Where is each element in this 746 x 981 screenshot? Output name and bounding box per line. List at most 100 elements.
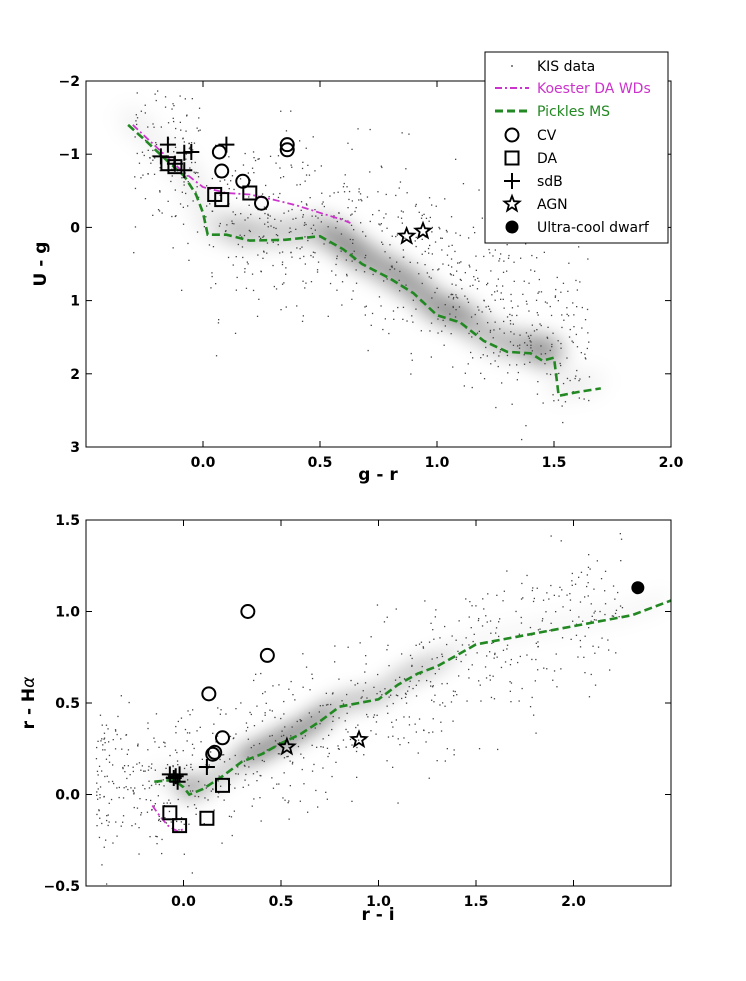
kis-data-point (392, 310, 395, 312)
kis-data-point (523, 354, 525, 356)
kis-data-point (560, 364, 562, 367)
kis-data-point (431, 658, 433, 660)
kis-data-point (536, 312, 538, 314)
kis-data-point (384, 318, 386, 320)
kis-data-point (371, 312, 374, 315)
kis-data-point (277, 753, 280, 755)
kis-data-point (151, 763, 153, 765)
kis-data-point (332, 715, 334, 718)
kis-data-point (162, 779, 164, 781)
kis-data-point (185, 130, 187, 132)
kis-data-point (460, 660, 462, 663)
kis-data-point (212, 788, 214, 791)
kis-data-point (195, 171, 197, 174)
kis-data-point (260, 271, 262, 273)
kis-data-point (105, 724, 108, 726)
kis-data-point (285, 273, 287, 275)
kis-data-point (395, 235, 397, 238)
kis-data-point (546, 302, 548, 304)
kis-data-point (266, 749, 268, 751)
kis-data-point (421, 665, 423, 668)
kis-data-point (490, 270, 492, 272)
kis-data-point (409, 654, 412, 657)
kis-data-point (133, 793, 135, 795)
kis-data-point (498, 635, 500, 638)
y-tick-label: 3 (70, 440, 80, 456)
kis-data-point (399, 181, 402, 183)
kis-data-point (607, 639, 609, 641)
kis-data-point (482, 598, 484, 600)
kis-data-point (549, 373, 552, 376)
kis-data-point (303, 757, 305, 759)
pickles-ms-line (127, 123, 602, 398)
kis-data-point (476, 323, 478, 325)
kis-data-point (302, 214, 304, 216)
kis-data-point (304, 735, 306, 737)
kis-data-point (252, 758, 255, 761)
kis-data-point (292, 738, 294, 740)
kis-data-point (283, 212, 285, 214)
kis-data-point (271, 777, 273, 779)
kis-data-point (244, 268, 246, 270)
kis-data-point (211, 275, 213, 278)
kis-data-point (120, 825, 122, 827)
kis-data-point (369, 128, 371, 131)
kis-data-point (155, 783, 157, 785)
kis-data-point (562, 606, 564, 608)
kis-data-point (252, 289, 255, 292)
kis-data-point (530, 269, 532, 271)
kis-data-point (392, 766, 394, 768)
kis-data-point (529, 706, 532, 708)
kis-data-point (415, 644, 417, 646)
kis-data-point (174, 749, 177, 751)
kis-data-point (441, 653, 443, 655)
kis-data-point (495, 627, 498, 629)
kis-data-point (216, 735, 219, 737)
kis-data-point (588, 554, 590, 556)
kis-data-point (503, 260, 505, 262)
kis-data-point (153, 126, 155, 128)
kis-data-point (124, 771, 126, 773)
kis-data-point (407, 742, 410, 744)
cv-marker-1 (214, 163, 230, 179)
kis-data-point (492, 675, 494, 677)
kis-data-point (152, 123, 154, 125)
kis-data-point (560, 668, 562, 670)
kis-data-point (406, 192, 408, 194)
kis-data-point (173, 151, 175, 153)
kis-data-point (280, 220, 282, 222)
kis-data-point (196, 186, 198, 188)
kis-data-point (455, 309, 457, 311)
kis-data-point (528, 337, 530, 339)
kis-data-point (193, 747, 195, 750)
kis-data-point (185, 158, 187, 160)
kis-data-point (381, 241, 383, 243)
kis-data-point (579, 281, 581, 283)
kis-data-point (208, 244, 211, 246)
kis-data-point (513, 261, 515, 263)
kis-data-point (137, 745, 139, 747)
kis-data-point (239, 234, 241, 236)
kis-data-point (494, 360, 496, 362)
legend-label-da: DA (537, 151, 558, 167)
kis-data-point (521, 687, 523, 690)
kis-data-point (338, 678, 340, 680)
kis-data-point (555, 653, 557, 655)
kis-data-point (271, 710, 273, 712)
kis-data-point (230, 816, 233, 818)
kis-data-point (175, 127, 177, 130)
kis-data-point (500, 292, 502, 294)
kis-data-point (201, 758, 203, 760)
kis-data-point (348, 198, 350, 201)
kis-data-point (403, 678, 406, 680)
kis-data-point (486, 655, 488, 657)
kis-data-point (231, 175, 234, 177)
kis-data-point (272, 787, 275, 789)
kis-data-point (601, 637, 603, 639)
kis-data-point (345, 746, 347, 748)
kis-data-point (392, 726, 394, 728)
kis-data-point (116, 787, 118, 789)
kis-data-point (248, 204, 250, 206)
kis-data-point (543, 667, 545, 669)
kis-data-point (122, 815, 125, 817)
